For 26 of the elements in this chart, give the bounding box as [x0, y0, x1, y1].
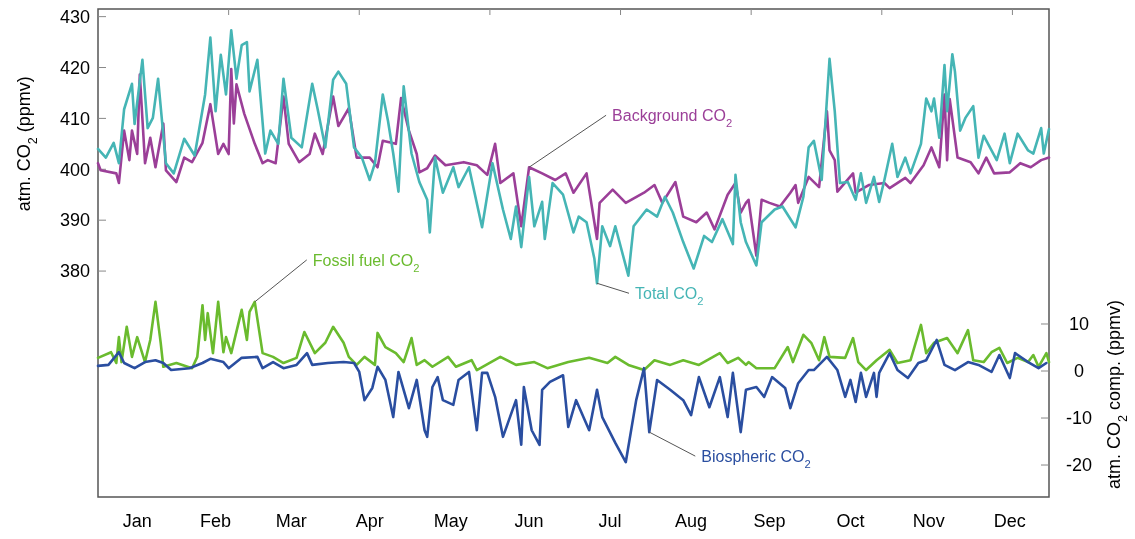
- x-tick-label: Sep: [753, 511, 786, 531]
- x-tick-label: Jul: [598, 511, 622, 531]
- y2-tick-label: 0: [1073, 361, 1085, 382]
- x-tick-label: Nov: [912, 511, 945, 531]
- y-tick-label: 410: [59, 108, 90, 129]
- x-tick-label: Feb: [200, 511, 232, 531]
- series-label: Total CO$_{2}$: [635, 285, 704, 308]
- x-tick-label: Dec: [993, 511, 1026, 531]
- y-tick-label: 430: [59, 6, 90, 27]
- x-tick-label: Mar: [275, 511, 307, 531]
- y-tick-label: 400: [59, 159, 90, 180]
- x-tick-label: May: [433, 511, 468, 531]
- series-label: Biospheric CO$_{2}$: [701, 448, 811, 471]
- y-tick-label: 390: [59, 210, 90, 231]
- y2-tick-label: -10: [1065, 408, 1093, 429]
- x-tick-label: Jun: [514, 511, 544, 531]
- x-tick-label: Oct: [836, 511, 865, 531]
- y-tick-label: 380: [59, 261, 90, 282]
- text: Fossil fuel CO$_{2}$: [312, 251, 420, 274]
- text: Background CO$_{2}$: [612, 107, 733, 130]
- y2-tick-label: 10: [1068, 314, 1090, 335]
- y2-tick-label: -20: [1065, 455, 1093, 476]
- x-tick-label: Aug: [675, 511, 708, 531]
- x-tick-label: Apr: [355, 511, 384, 531]
- y-tick-label: 420: [59, 57, 90, 78]
- x-tick-label: Jan: [122, 511, 152, 531]
